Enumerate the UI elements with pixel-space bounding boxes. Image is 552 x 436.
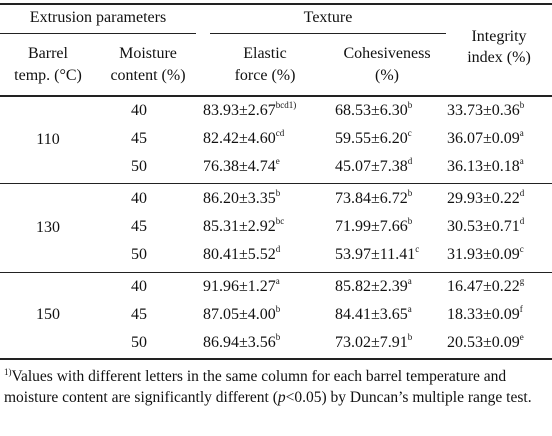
extrusion-underline (0, 33, 196, 34)
temp-label: 150 (36, 306, 60, 323)
integrity-cell: 29.93±0.22d (447, 188, 525, 208)
texture-underline (210, 33, 446, 34)
footnote-text-b: <0.05) by Duncan’s multiple range test. (285, 389, 532, 406)
moisture-cell: 40 (131, 278, 147, 295)
integrity-cell: 30.53±0.71d (447, 216, 525, 236)
moisture-cell: 50 (131, 246, 147, 263)
integrity-cell: 36.07±0.09a (447, 128, 524, 148)
integrity-cell: 16.47±0.22g (447, 276, 525, 296)
elastic-cell: 86.20±3.35b (203, 188, 281, 208)
elastic-cell: 86.94±3.56b (203, 332, 281, 352)
header-integrity-line2: index (%) (467, 49, 531, 66)
footnote-text-a: Values with different letters in the sam… (4, 368, 507, 406)
cohesive-cell: 53.97±11.41c (335, 244, 420, 264)
table-footnote: 1)Values with different letters in the s… (4, 366, 548, 408)
header-barrel-temp: Barrel temp. (°C) (0, 43, 96, 87)
elastic-cell: 85.31±2.92bc (203, 216, 285, 236)
cohesive-cell: 68.53±6.30b (335, 100, 413, 120)
header-cohesiveness-line1: Cohesiveness (343, 45, 431, 62)
integrity-cell: 33.73±0.36b (447, 100, 525, 120)
header-cohesiveness-line2: (%) (375, 67, 399, 84)
footnote-p-symbol: p (277, 389, 286, 406)
header-moisture-line2: content (%) (110, 67, 186, 84)
elastic-cell: 83.93±2.67bcd1) (203, 100, 297, 120)
header-extrusion-parameters: Extrusion parameters (29, 9, 167, 26)
header-elastic-line2: force (%) (234, 67, 296, 84)
temp-label: 110 (36, 131, 60, 148)
moisture-cell: 45 (131, 130, 147, 147)
cohesive-cell: 59.55±6.20c (335, 128, 412, 148)
cohesive-cell: 85.82±2.39a (335, 276, 412, 296)
integrity-cell: 20.53±0.09e (447, 332, 524, 352)
cohesive-cell: 84.41±3.65a (335, 304, 412, 324)
cohesive-cell: 73.84±6.72b (335, 188, 413, 208)
group-rule-130 (0, 183, 552, 184)
footnote-marker: 1) (4, 367, 12, 377)
integrity-cell: 18.33±0.09f (447, 304, 523, 324)
moisture-cell: 50 (131, 334, 147, 351)
elastic-cell: 82.42±4.60cd (203, 128, 285, 148)
header-bottom-rule (0, 95, 552, 97)
header-elastic-force: Elastic force (%) (200, 43, 330, 87)
header-integrity-index: Integrity index (%) (446, 26, 552, 68)
elastic-cell: 91.96±1.27a (203, 276, 280, 296)
group-rule-150 (0, 272, 552, 273)
integrity-cell: 31.93±0.09c (447, 244, 524, 264)
header-elastic-line1: Elastic (243, 45, 287, 62)
cohesive-cell: 71.99±7.66b (335, 216, 413, 236)
moisture-cell: 45 (131, 218, 147, 235)
header-texture: Texture (303, 9, 353, 26)
table-bottom-rule (0, 358, 552, 360)
header-moisture-line1: Moisture (119, 45, 177, 62)
header-moisture-content: Moisture content (%) (96, 43, 200, 87)
integrity-cell: 36.13±0.18a (447, 156, 524, 176)
moisture-cell: 45 (131, 306, 147, 323)
cohesive-cell: 45.07±7.38d (335, 156, 413, 176)
table-top-rule (0, 3, 552, 5)
moisture-cell: 40 (131, 190, 147, 207)
header-barrel-line2: temp. (°C) (14, 67, 82, 84)
cohesive-cell: 73.02±7.91b (335, 332, 413, 352)
temp-label: 130 (36, 219, 60, 236)
elastic-cell: 87.05±4.00b (203, 304, 281, 324)
moisture-cell: 40 (131, 102, 147, 119)
elastic-cell: 76.38±4.74e (203, 156, 280, 176)
moisture-cell: 50 (131, 158, 147, 175)
header-barrel-line1: Barrel (28, 45, 68, 62)
header-integrity-line1: Integrity (471, 28, 527, 45)
header-cohesiveness: Cohesiveness (%) (330, 43, 444, 87)
elastic-cell: 80.41±5.52d (203, 244, 281, 264)
